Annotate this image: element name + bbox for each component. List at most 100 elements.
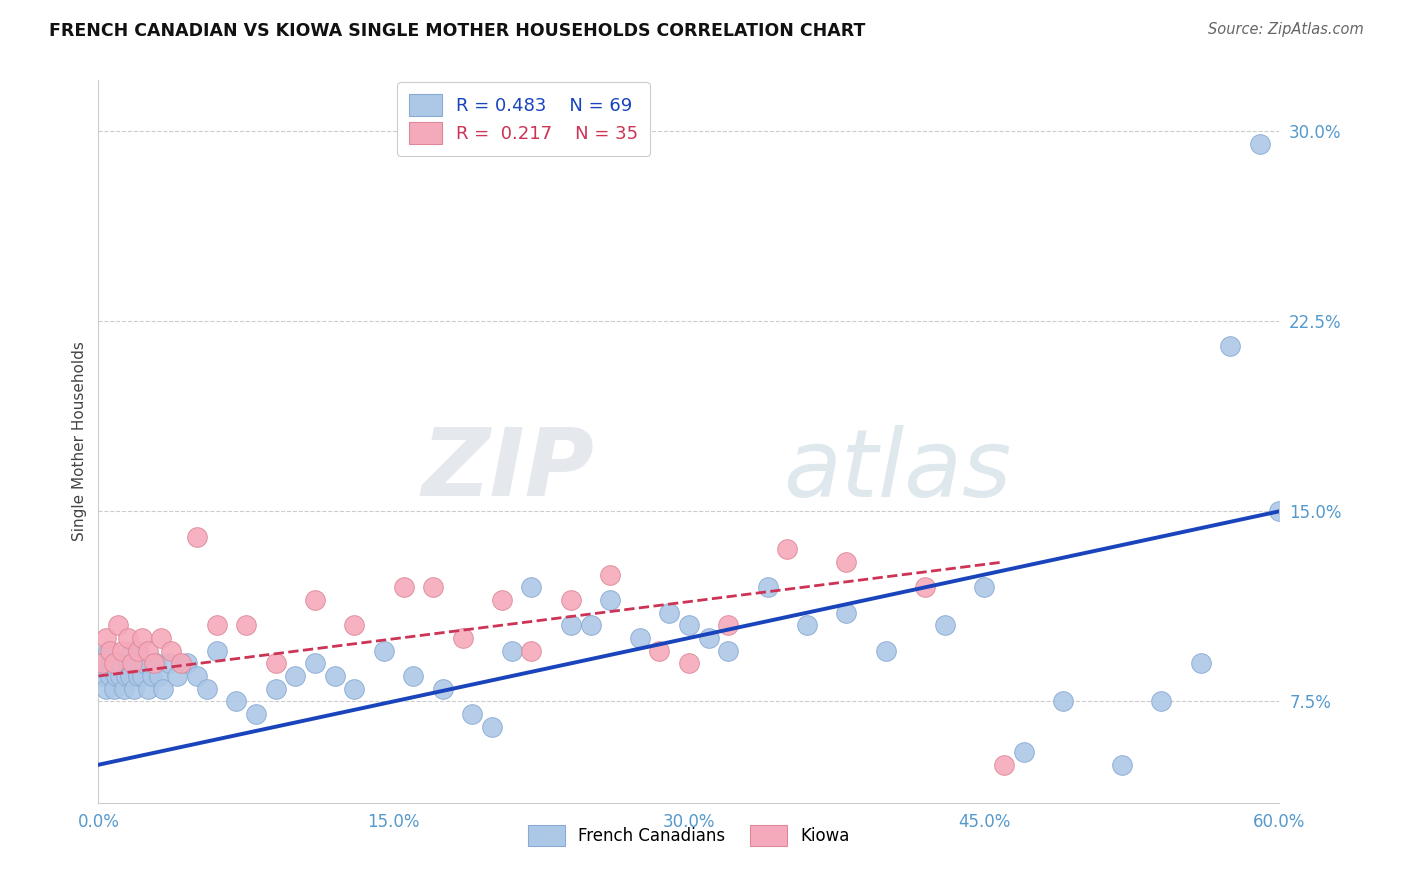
Point [520,643,543,657]
Point [111,643,134,657]
Point [121,643,143,657]
Point [1012,745,1035,759]
Point [560,618,582,632]
Point [117,657,139,671]
Point [1150,694,1173,708]
Point [756,580,779,594]
Point [599,567,621,582]
Point [112,681,135,696]
Point [934,618,956,632]
Point [108,669,131,683]
Point [520,580,543,594]
Point [131,669,153,683]
Point [392,580,415,594]
Point [103,681,125,696]
Point [132,657,155,671]
Point [373,643,395,657]
Point [304,593,326,607]
Point [304,657,326,671]
Point [264,681,287,696]
Point [579,618,602,632]
Text: atlas: atlas [783,425,1012,516]
Point [1268,504,1291,518]
Point [195,681,218,696]
Point [136,643,159,657]
Point [225,694,247,708]
Point [796,618,818,632]
Point [93,657,115,671]
Point [835,555,858,569]
Point [97,643,120,657]
Point [205,643,228,657]
Point [205,618,228,632]
Point [186,530,208,544]
Point [264,657,287,671]
Point [1052,694,1074,708]
Point [127,643,149,657]
Point [145,657,167,671]
Point [648,643,671,657]
Legend: French Canadians, Kiowa: French Canadians, Kiowa [522,819,856,852]
Point [284,669,307,683]
Y-axis label: Single Mother Households: Single Mother Households [72,342,87,541]
Point [560,593,582,607]
Point [91,657,114,671]
Point [481,720,503,734]
Point [150,631,173,645]
Point [131,631,153,645]
Point [111,657,134,671]
Point [835,606,858,620]
Point [914,580,936,594]
Text: ZIP: ZIP [422,425,595,516]
Point [875,643,897,657]
Point [166,669,188,683]
Point [176,657,198,671]
Point [658,606,681,620]
Point [142,657,165,671]
Point [157,657,180,671]
Point [461,707,484,722]
Point [1249,136,1271,151]
Point [245,707,267,722]
Point [160,643,183,657]
Point [96,681,118,696]
Point [235,618,257,632]
Point [91,669,114,683]
Point [343,681,366,696]
Point [103,657,125,671]
Point [323,669,346,683]
Point [678,657,700,671]
Point [343,618,366,632]
Point [128,657,150,671]
Text: FRENCH CANADIAN VS KIOWA SINGLE MOTHER HOUSEHOLDS CORRELATION CHART: FRENCH CANADIAN VS KIOWA SINGLE MOTHER H… [49,22,866,40]
Point [717,618,740,632]
Point [152,681,174,696]
Point [973,580,995,594]
Point [107,618,129,632]
Point [115,669,138,683]
Point [117,631,139,645]
Point [141,669,163,683]
Point [136,681,159,696]
Point [186,669,208,683]
Point [107,657,129,671]
Point [118,669,141,683]
Point [697,631,720,645]
Point [678,618,700,632]
Point [776,542,799,557]
Point [501,643,523,657]
Point [491,593,513,607]
Point [717,643,740,657]
Point [105,669,128,683]
Point [1111,757,1133,772]
Point [170,657,193,671]
Point [98,669,121,683]
Text: Source: ZipAtlas.com: Source: ZipAtlas.com [1208,22,1364,37]
Point [599,593,621,607]
Point [628,631,651,645]
Point [101,657,124,671]
Point [432,681,454,696]
Point [422,580,444,594]
Point [148,669,170,683]
Point [125,657,148,671]
